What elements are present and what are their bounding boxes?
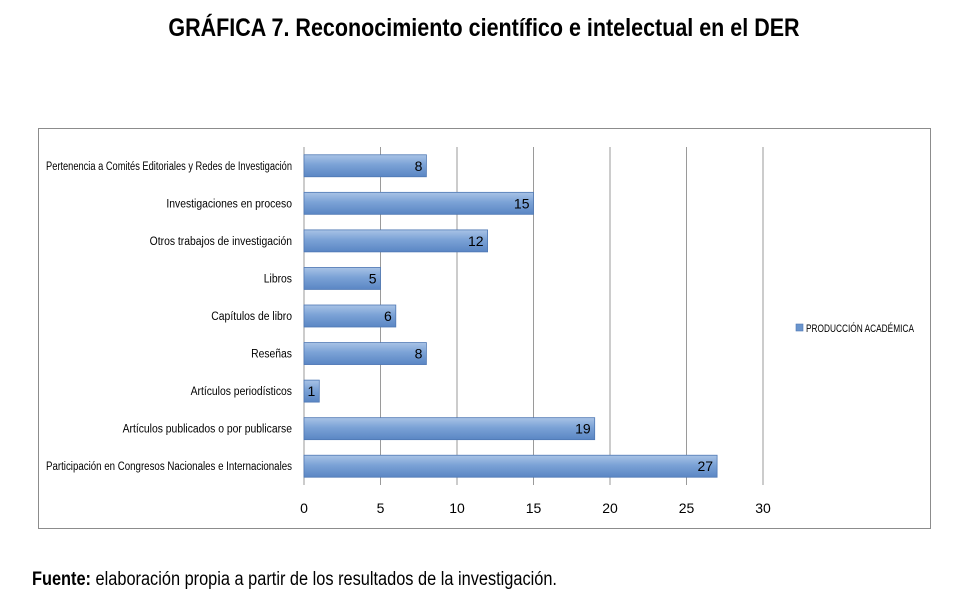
chart-title-text: Reconocimiento científico e intelectual … [295, 14, 800, 42]
chart-frame [38, 128, 931, 529]
bar [303, 417, 596, 441]
x-axis-ticks: 0 5 10 15 20 25 30 [300, 500, 771, 516]
chart-title-number: GRÁFICA 7. [168, 14, 290, 42]
legend: PRODUCCIÓN ACADÉMICA [795, 322, 914, 335]
bar-value-label: 12 [468, 233, 484, 249]
bar [303, 454, 718, 478]
x-tick-label: 0 [300, 500, 308, 516]
category-label: Pertenencia a Comités Editoriales y Rede… [46, 161, 292, 173]
bars: 8 15 12 5 6 8 1 19 27 [303, 154, 718, 478]
category-label: Participación en Congresos Nacionales e … [46, 461, 292, 473]
category-label: Capítulos de libro [211, 311, 292, 323]
legend-label: PRODUCCIÓN ACADÉMICA [806, 322, 914, 335]
x-tick-label: 15 [526, 500, 542, 516]
source-text: elaboración propia a partir de los resul… [95, 569, 557, 590]
x-tick-label: 10 [449, 500, 465, 516]
bar [303, 191, 534, 215]
bar [303, 304, 397, 328]
x-tick-label: 30 [755, 500, 771, 516]
chart-title: GRÁFICA 7. Reconocimiento científico e i… [68, 14, 900, 43]
category-label: Otros trabajos de investigación [150, 236, 292, 248]
category-label: Investigaciones en proceso [166, 198, 292, 210]
bar [303, 342, 427, 365]
category-label: Libros [264, 273, 292, 285]
bar-value-label: 15 [514, 195, 530, 211]
x-tick-label: 5 [377, 500, 385, 516]
bar-value-label: 8 [415, 158, 423, 174]
bar-value-label: 19 [575, 421, 591, 437]
bar-value-label: 8 [415, 346, 423, 362]
x-tick-label: 20 [602, 500, 618, 516]
category-label: Reseñas [251, 349, 292, 361]
source-label: Fuente: [32, 569, 92, 590]
bar-value-label: 1 [308, 383, 316, 399]
category-label: Artículos periodísticos [191, 386, 293, 398]
bar [303, 267, 381, 290]
source-note: Fuente: elaboración propia a partir de l… [32, 569, 557, 591]
bar-value-label: 27 [698, 458, 714, 474]
bar [303, 379, 320, 403]
category-label: Artículos publicados o por publicarse [123, 424, 292, 436]
bar [303, 229, 489, 253]
bar-value-label: 6 [384, 308, 392, 324]
legend-swatch [795, 323, 804, 332]
bar-value-label: 5 [369, 270, 377, 286]
category-labels: Pertenencia a Comités Editoriales y Rede… [46, 161, 292, 473]
bar [303, 154, 427, 178]
x-tick-label: 25 [679, 500, 695, 516]
